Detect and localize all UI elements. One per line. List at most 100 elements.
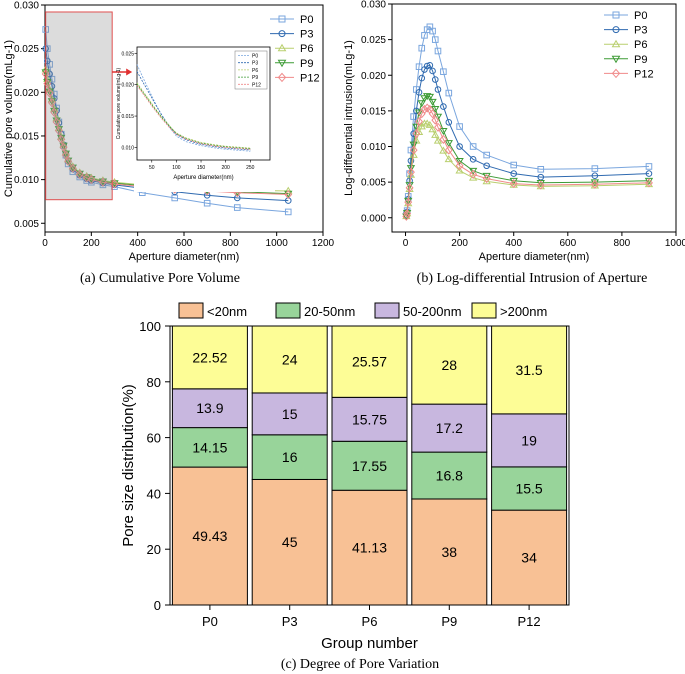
plot-frame <box>391 3 677 233</box>
inset-legend-box <box>234 50 268 90</box>
series-p12 <box>402 103 653 221</box>
data-point <box>57 134 66 145</box>
y-tick-label: 20 <box>147 542 161 557</box>
bar-segment <box>251 478 328 606</box>
data-point <box>428 125 437 133</box>
data-point <box>431 76 439 83</box>
y-tick-label: 0.000 <box>361 213 386 224</box>
data-point <box>414 109 424 117</box>
bar-segment <box>331 489 408 606</box>
legend-label: P9 <box>634 54 647 66</box>
inset-legend-label: P9 <box>252 75 258 81</box>
x-tick-label: P0 <box>202 614 218 629</box>
data-point <box>445 118 453 126</box>
data-point <box>590 179 599 189</box>
data-point <box>591 165 599 172</box>
series-p9 <box>402 93 654 221</box>
y-tick-label: 80 <box>147 375 161 390</box>
data-point <box>417 100 426 108</box>
inset-y-tick-label: 0.015 <box>121 114 134 120</box>
chart-pore-size-distribution: 0 20 40 60 80 100 P0 49.43 14.15 13.9 22.52 P3 45 16 1… <box>120 302 570 672</box>
legend-marker <box>278 15 286 23</box>
bar-segment <box>171 325 248 390</box>
data-point <box>439 134 448 144</box>
data-point <box>456 123 463 130</box>
data-point <box>418 44 426 52</box>
data-label: 38 <box>442 544 458 560</box>
inset-y-tick-label: 0.020 <box>121 83 134 89</box>
data-point <box>52 117 61 127</box>
x-tick-label: 1000 <box>665 238 685 249</box>
y-tick-label: 100 <box>139 319 161 334</box>
bar-segment <box>251 325 328 394</box>
legend-label: P6 <box>300 43 313 55</box>
data-point <box>509 178 518 189</box>
data-point <box>455 161 464 171</box>
data-point <box>644 178 653 188</box>
data-point <box>44 57 51 65</box>
data-point <box>43 79 52 89</box>
bar-segment <box>251 434 328 480</box>
inset-legend-label: P3 <box>252 61 258 67</box>
x-tick-label: 800 <box>614 238 631 249</box>
bar-segment <box>411 403 488 453</box>
y-tick-label: 0.030 <box>361 0 386 11</box>
data-point <box>439 128 448 136</box>
data-point <box>469 143 477 150</box>
x-tick-label: 600 <box>559 238 576 249</box>
data-point <box>422 93 432 101</box>
data-point <box>415 63 423 71</box>
legend-marker <box>277 59 287 68</box>
y-tick-label: 0.020 <box>14 88 39 99</box>
x-tick-label: P12 <box>518 614 541 629</box>
data-point <box>483 151 490 159</box>
y-tick-label: 0 <box>154 598 161 613</box>
inset-series-line <box>136 85 251 150</box>
data-point <box>406 165 416 173</box>
data-point <box>47 98 56 108</box>
data-label: 15.75 <box>352 411 387 427</box>
data-point <box>403 208 412 219</box>
inset-x-tick-label: 100 <box>172 165 181 171</box>
legend: <20nm 20-50nm 50-200nm >200nm <box>178 302 547 319</box>
data-point <box>409 141 418 149</box>
data-point <box>426 61 434 69</box>
y-axis-label: Log-differential intrusion(mLg-1) <box>343 40 355 196</box>
caption: (b) Log-differential Intrusion of Apertu… <box>417 271 648 286</box>
data-point <box>404 197 413 207</box>
legend-marker <box>277 72 287 83</box>
data-point <box>645 163 653 170</box>
series-p3 <box>403 61 653 219</box>
data-point <box>645 170 653 177</box>
legend-marker <box>612 11 620 19</box>
data-point <box>455 157 464 166</box>
data-point <box>433 136 443 144</box>
y-tick-label: 0.010 <box>361 142 386 153</box>
data-point <box>98 177 107 187</box>
y-axis-label: Cumulative pore volume(mLg-1) <box>3 40 15 197</box>
data-label: 16 <box>282 449 298 465</box>
inset-legend-label: P6 <box>252 68 258 74</box>
data-point <box>444 155 453 163</box>
series-p0 <box>403 23 653 219</box>
series-p6 <box>402 119 654 220</box>
inset-x-tick-label: 50 <box>149 165 155 171</box>
legend: P0 P3 P6 P9 P12 <box>604 10 654 80</box>
bar-segment <box>491 325 568 415</box>
data-point <box>469 169 478 179</box>
legend-label: 20-50nm <box>304 304 355 319</box>
legend-label: P3 <box>634 25 647 37</box>
data-point <box>284 208 292 216</box>
data-point <box>284 189 293 200</box>
data-point <box>45 88 54 98</box>
series-line <box>405 64 650 216</box>
data-point <box>418 74 426 82</box>
data-point <box>423 62 431 70</box>
data-point <box>406 167 415 177</box>
y-tick-label: 0.010 <box>14 175 39 186</box>
legend-label: P0 <box>300 14 313 26</box>
data-point <box>203 199 211 207</box>
bar-segment <box>411 498 488 606</box>
data-point <box>537 173 545 181</box>
x-tick-label: P3 <box>282 614 298 629</box>
